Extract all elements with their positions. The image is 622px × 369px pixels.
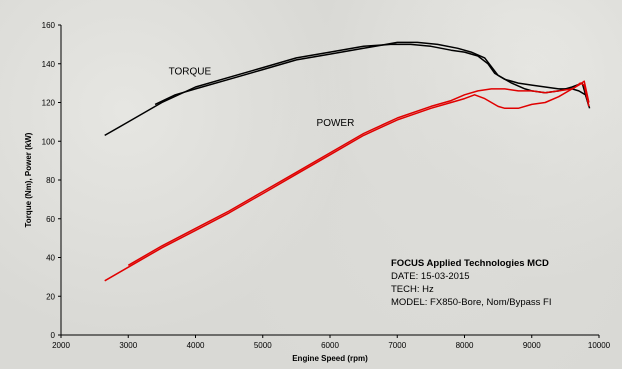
info-title: FOCUS Applied Technologies MCD: [391, 258, 549, 269]
y-tick-label: 140: [42, 60, 56, 69]
info-date: DATE: 15-03-2015: [391, 271, 470, 282]
x-tick-label: 7000: [388, 341, 406, 350]
x-tick-label: 9000: [523, 341, 541, 350]
x-tick-label: 2000: [52, 341, 70, 350]
y-tick-label: 0: [51, 331, 56, 340]
annotation-torque: TORQUE: [169, 66, 212, 77]
x-tick-label: 6000: [321, 341, 339, 350]
y-tick-label: 100: [42, 137, 56, 146]
y-tick-label: 160: [42, 21, 56, 30]
info-box: FOCUS Applied Technologies MCD DATE: 15-…: [391, 258, 552, 308]
x-tick-label: 8000: [456, 341, 474, 350]
y-tick-label: 120: [42, 99, 56, 108]
info-model: MODEL: FX850-Bore, Nom/Bypass FI: [391, 297, 552, 308]
y-axis-label: Torque (Nm), Power (kW): [24, 132, 33, 227]
annotation-power: POWER: [317, 118, 355, 129]
x-tick-label: 5000: [254, 341, 272, 350]
x-axis-label: Engine Speed (rpm): [292, 354, 368, 363]
x-tick-label: 4000: [187, 341, 205, 350]
x-tick-label: 10000: [588, 341, 611, 350]
power-curve: [104, 82, 590, 282]
y-tick-label: 60: [46, 215, 55, 224]
x-tick-label: 3000: [119, 341, 137, 350]
y-tick-label: 80: [46, 176, 55, 185]
y-tick-label: 40: [46, 254, 55, 263]
ticks: 2000 3000 4000 5000 6000 7000 8000 9000 10000 0 20…: [42, 21, 611, 350]
torque-curve: [154, 41, 590, 107]
power-curve: [127, 80, 590, 266]
torque-curve: [104, 43, 591, 137]
series-layer: [104, 41, 591, 282]
y-tick-label: 20: [46, 292, 55, 301]
axes: [60, 25, 599, 336]
info-tech: TECH: Hz: [391, 284, 434, 295]
